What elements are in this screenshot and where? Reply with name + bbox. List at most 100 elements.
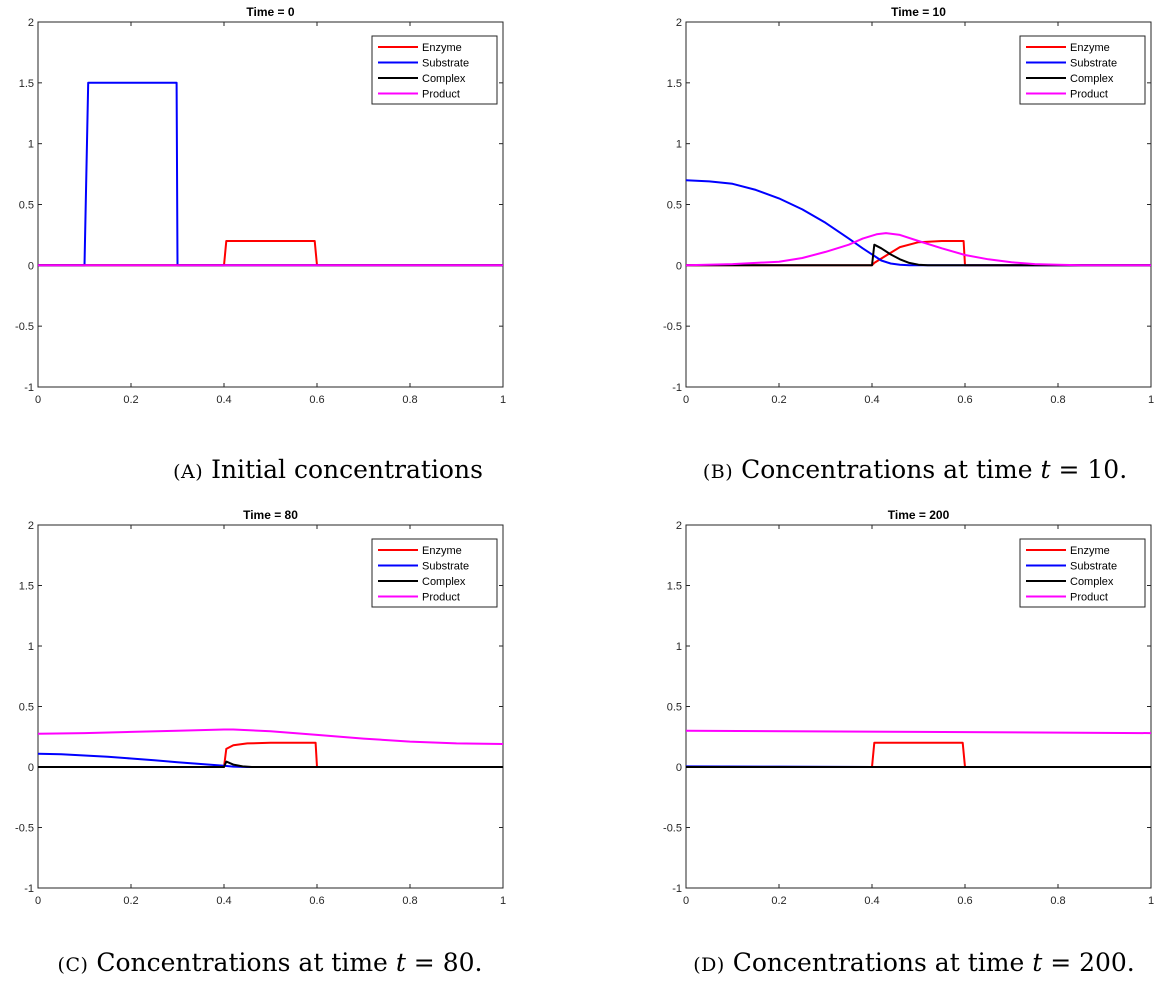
caption-text: Concentrations at time [732, 948, 1033, 977]
series-line-enzyme [686, 240, 1151, 267]
y-tick-label: 1.5 [667, 581, 682, 593]
caption-text: Initial concentrations [211, 455, 483, 484]
legend-label: Enzyme [422, 42, 462, 54]
y-tick-label: 1 [28, 139, 34, 151]
y-tick-label: 2 [28, 17, 34, 29]
x-tick-label: 0.4 [864, 394, 879, 406]
chart-panel: Time = 80 0 0.2 0.4 0.6 0.8 1 -1 -0.5 0 0.5 1 1.5 2 En… [15, 508, 506, 907]
x-tick-label: 0.8 [402, 394, 417, 406]
y-tick-label: 0.5 [19, 702, 34, 714]
legend-label: Substrate [1070, 58, 1117, 70]
legend-label: Enzyme [1070, 42, 1110, 54]
caption-a: (A) Initial concentrations [148, 455, 508, 484]
caption-tag: (C) [57, 954, 89, 976]
legend-label: Complex [1070, 73, 1114, 85]
series-line-substrate [37, 752, 503, 768]
legend-label: Enzyme [422, 545, 462, 557]
series-line-enzyme [38, 741, 503, 768]
legend-label: Complex [422, 73, 466, 85]
chart-panel: Time = 0 0 0.2 0.4 0.6 0.8 1 -1 -0.5 0 0.5 1 1.5 2 Enz… [15, 5, 506, 406]
series-line-product [685, 232, 1152, 267]
x-tick-label: 0 [35, 895, 41, 907]
caption-b: (B) Concentrations at time t = 10. [680, 455, 1150, 484]
y-tick-label: 1.5 [19, 78, 34, 90]
caption-value: = 80. [405, 948, 483, 977]
x-tick-label: 0 [683, 394, 689, 406]
y-tick-label: 0 [676, 762, 682, 774]
x-tick-label: 0 [35, 394, 41, 406]
caption-math: t [1032, 948, 1043, 977]
x-tick-label: 1 [500, 895, 506, 907]
legend-label: Product [422, 89, 460, 101]
y-tick-label: 0.5 [19, 200, 34, 212]
chart-title: Time = 200 [888, 508, 950, 522]
y-tick-label: 0 [676, 260, 682, 272]
y-tick-label: 1 [676, 641, 682, 653]
series-line-complex [686, 243, 1151, 267]
y-tick-label: 2 [28, 520, 34, 532]
y-tick-label: 1 [28, 641, 34, 653]
legend-label: Complex [422, 576, 466, 588]
chart-title: Time = 80 [243, 508, 298, 522]
caption-math: t [395, 948, 406, 977]
x-tick-label: 0.6 [957, 895, 972, 907]
x-tick-label: 1 [1148, 895, 1154, 907]
x-tick-label: 0.4 [216, 895, 231, 907]
x-tick-label: 0.2 [123, 394, 138, 406]
x-tick-label: 0.2 [771, 394, 786, 406]
y-tick-label: -0.5 [15, 321, 34, 333]
legend-label: Substrate [422, 561, 469, 573]
chart-title: Time = 10 [891, 5, 946, 19]
y-tick-label: -0.5 [663, 321, 682, 333]
y-tick-label: -1 [24, 382, 34, 394]
legend-label: Substrate [422, 58, 469, 70]
x-tick-label: 1 [1148, 394, 1154, 406]
caption-tag: (D) [693, 954, 725, 976]
y-tick-label: -1 [672, 382, 682, 394]
x-tick-label: 0.6 [957, 394, 972, 406]
y-tick-label: -1 [672, 883, 682, 895]
caption-c: (C) Concentrations at time t = 80. [30, 948, 510, 977]
series-line-substrate [685, 179, 1151, 267]
series-line-product [37, 728, 504, 745]
legend-label: Product [1070, 89, 1108, 101]
x-tick-label: 0.8 [402, 895, 417, 907]
y-tick-label: 1.5 [667, 78, 682, 90]
y-tick-label: 0 [28, 762, 34, 774]
caption-tag: (B) [702, 461, 734, 483]
x-tick-label: 0.6 [309, 895, 324, 907]
caption-tag: (A) [173, 461, 204, 483]
x-tick-label: 0.6 [309, 394, 324, 406]
chart-title: Time = 0 [246, 5, 294, 19]
legend-label: Complex [1070, 576, 1114, 588]
caption-text: Concentrations at time [741, 455, 1041, 484]
y-tick-label: 1 [676, 139, 682, 151]
series-line-complex [38, 760, 503, 768]
legend-label: Substrate [1070, 561, 1117, 573]
chart-panel: Time = 10 0 0.2 0.4 0.6 0.8 1 -1 -0.5 0 0.5 1 1.5 2 En… [663, 5, 1154, 406]
legend-label: Enzyme [1070, 545, 1110, 557]
chart-panel: Time = 200 0 0.2 0.4 0.6 0.8 1 -1 -0.5 0 0.5 1 1.5 2 E… [663, 508, 1154, 907]
x-tick-label: 0.8 [1050, 895, 1065, 907]
caption-value: = 10. [1050, 455, 1128, 484]
y-tick-label: 2 [676, 17, 682, 29]
caption-d: (D) Concentrations at time t = 200. [670, 948, 1158, 977]
x-tick-label: 1 [500, 394, 506, 406]
caption-text: Concentrations at time [96, 948, 396, 977]
y-tick-label: 0.5 [667, 702, 682, 714]
y-tick-label: -0.5 [663, 823, 682, 835]
caption-math: t [1040, 455, 1051, 484]
y-tick-label: 0.5 [667, 200, 682, 212]
x-tick-label: 0.4 [216, 394, 231, 406]
y-tick-label: -1 [24, 883, 34, 895]
x-tick-label: 0.8 [1050, 394, 1065, 406]
series-line-product [685, 729, 1152, 735]
x-tick-label: 0.4 [864, 895, 879, 907]
legend-label: Product [422, 592, 460, 604]
y-tick-label: 1.5 [19, 581, 34, 593]
legend-label: Product [1070, 592, 1108, 604]
x-tick-label: 0 [683, 895, 689, 907]
y-tick-label: -0.5 [15, 823, 34, 835]
caption-value: = 200. [1042, 948, 1135, 977]
